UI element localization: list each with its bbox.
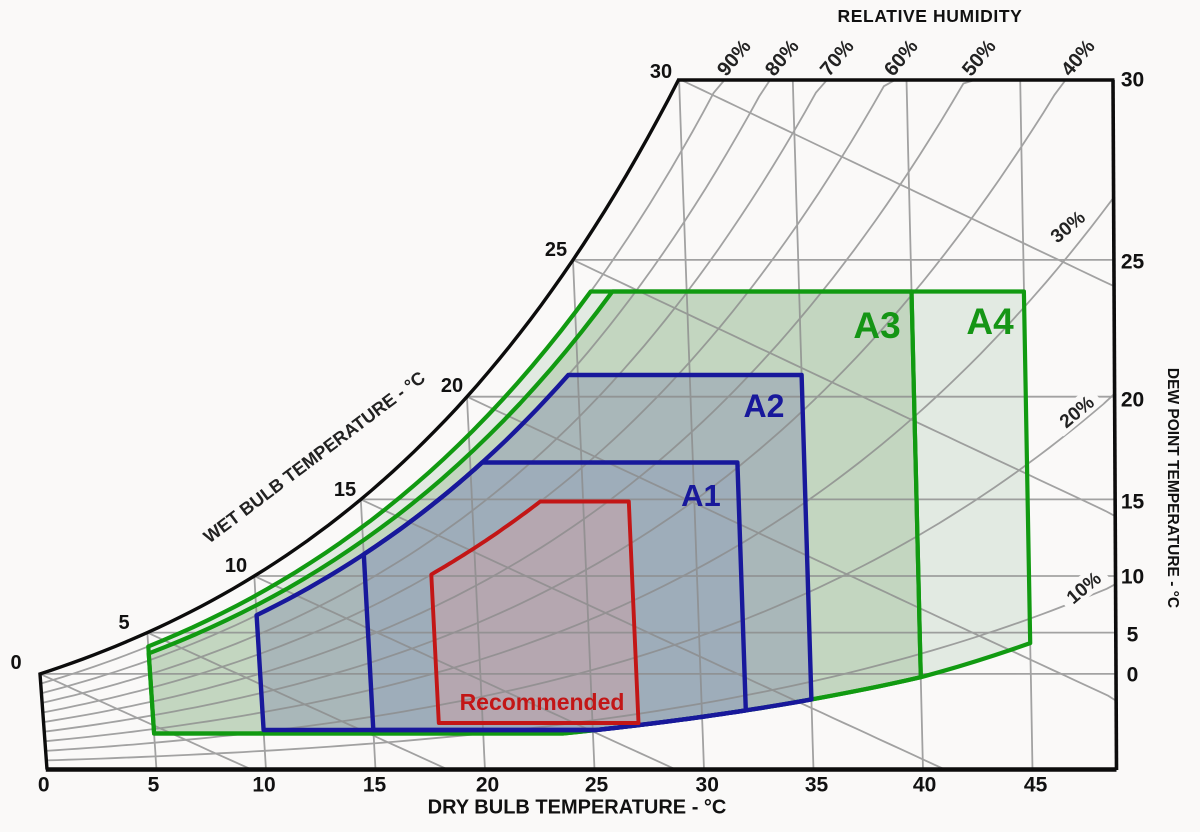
svg-text:25: 25 — [1121, 251, 1145, 274]
svg-text:15: 15 — [334, 479, 356, 501]
svg-text:30: 30 — [1121, 69, 1144, 92]
svg-text:Recommended: Recommended — [460, 689, 625, 715]
svg-text:0: 0 — [1127, 664, 1139, 687]
svg-text:DEW POINT TEMPERATURE - °C: DEW POINT TEMPERATURE - °C — [1164, 368, 1181, 608]
svg-text:DRY BULB TEMPERATURE - °C: DRY BULB TEMPERATURE - °C — [428, 797, 727, 819]
svg-text:40: 40 — [913, 774, 936, 797]
svg-text:20: 20 — [476, 774, 499, 797]
svg-text:35: 35 — [805, 774, 829, 797]
svg-text:25: 25 — [585, 774, 609, 797]
svg-text:10: 10 — [252, 774, 275, 797]
svg-text:15: 15 — [1121, 491, 1145, 514]
svg-text:RELATIVE HUMIDITY: RELATIVE HUMIDITY — [838, 6, 1023, 26]
svg-text:A4: A4 — [966, 301, 1014, 342]
svg-text:5: 5 — [118, 612, 129, 634]
svg-text:15: 15 — [363, 774, 387, 797]
svg-text:A3: A3 — [853, 305, 900, 346]
svg-text:20: 20 — [441, 375, 463, 397]
svg-text:5: 5 — [1127, 624, 1139, 647]
svg-text:20: 20 — [1121, 389, 1144, 412]
svg-text:25: 25 — [545, 239, 567, 261]
svg-text:0: 0 — [10, 652, 21, 674]
svg-text:A1: A1 — [681, 478, 721, 513]
svg-text:10: 10 — [1121, 566, 1144, 589]
svg-text:30: 30 — [650, 61, 672, 83]
svg-text:5: 5 — [148, 774, 160, 797]
svg-text:10: 10 — [225, 555, 247, 577]
svg-text:45: 45 — [1024, 774, 1048, 797]
svg-text:30: 30 — [696, 774, 719, 797]
svg-text:0: 0 — [38, 774, 50, 797]
svg-text:A2: A2 — [744, 388, 785, 424]
